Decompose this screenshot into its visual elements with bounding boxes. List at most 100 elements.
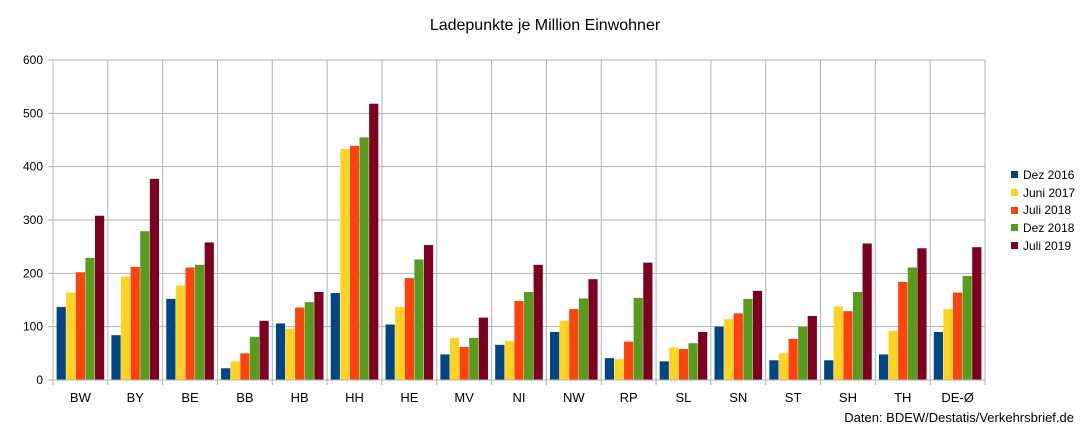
bar (724, 319, 734, 380)
x-tick-label: NI (513, 390, 526, 405)
y-tick-label: 500 (23, 106, 43, 120)
x-tick-label: BW (70, 390, 92, 405)
bar (295, 307, 305, 380)
bar (769, 360, 779, 380)
bar (140, 231, 150, 380)
x-tick-label: MV (454, 390, 474, 405)
bar (121, 276, 131, 380)
bar (395, 306, 405, 380)
bar (569, 309, 579, 380)
x-tick-label: TH (894, 390, 911, 405)
axes (48, 59, 985, 381)
bar (669, 347, 679, 380)
bar (185, 267, 195, 380)
chart-title: Ladepunkte je Million Einwohner (429, 17, 661, 34)
bar (95, 215, 105, 380)
x-tick-label: SN (729, 390, 747, 405)
bar (349, 145, 360, 380)
bar (524, 292, 534, 380)
bar (933, 332, 943, 380)
y-tick-label: 200 (23, 266, 43, 280)
bar (533, 264, 543, 380)
x-tick-label: DE-Ø (941, 390, 974, 405)
legend-swatch (1011, 224, 1018, 232)
bar (314, 292, 324, 380)
bar (259, 320, 269, 380)
legend-label: Dez 2016 (1023, 167, 1075, 182)
bar (275, 323, 286, 380)
y-tick-label: 600 (23, 53, 43, 67)
bar (798, 326, 808, 380)
bar (698, 332, 708, 380)
bar (514, 301, 524, 380)
tick-labels: 0 100 200 300 400 500 600 BW BY BE BB HB HH HE MV NI NW R… (23, 53, 974, 405)
bar (550, 332, 560, 380)
bar (878, 354, 889, 380)
bar (824, 360, 834, 380)
x-tick-label: HH (345, 390, 364, 405)
bar (743, 298, 753, 380)
legend-label: Juni 2017 (1023, 185, 1076, 200)
bar (943, 309, 953, 380)
x-tick-label: SH (839, 390, 857, 405)
bar (559, 320, 569, 380)
bar (249, 336, 260, 380)
grid-lines (52, 59, 986, 385)
y-tick-label: 0 (36, 373, 43, 387)
bar (624, 341, 634, 380)
x-tick-label: BY (127, 390, 145, 405)
bar (204, 242, 214, 380)
bar (285, 328, 295, 380)
legend-swatch (1011, 171, 1018, 179)
bar (962, 276, 972, 380)
bar (111, 335, 121, 380)
bar (340, 149, 350, 380)
bar (166, 298, 176, 380)
legend-swatch (1011, 189, 1018, 197)
legend-item: Juli 2019 (1011, 237, 1075, 255)
bar (404, 278, 414, 380)
bar (414, 259, 424, 380)
legend-item: Dez 2018 (1011, 219, 1075, 237)
y-tick-label: 400 (23, 160, 43, 174)
bar (588, 279, 598, 380)
x-tick-label: HB (291, 390, 309, 405)
bar (440, 354, 450, 380)
bar (778, 353, 789, 380)
bar (862, 243, 872, 380)
bar (175, 285, 186, 380)
bar (898, 281, 908, 380)
bar (56, 306, 66, 380)
bar (714, 326, 724, 380)
legend-swatch (1011, 242, 1018, 250)
bar (917, 248, 927, 380)
x-tick-label: SL (676, 390, 692, 405)
bar (678, 349, 689, 380)
bar (478, 317, 488, 380)
bar (952, 292, 963, 380)
y-tick-label: 100 (23, 320, 43, 334)
bar (633, 297, 643, 380)
bar (907, 267, 917, 380)
bar (469, 337, 479, 380)
x-tick-label: BE (181, 390, 199, 405)
bar (495, 344, 505, 380)
bar (614, 359, 624, 380)
bars (56, 103, 982, 380)
bar (807, 316, 817, 380)
legend: Dez 2016 Juni 2017 Juli 2018 Dez 2018 Juli 2… (1011, 166, 1075, 254)
source-note: Daten: BDEW/Destatis/Verkehrsbrief.de (844, 410, 1074, 425)
bar (304, 302, 314, 380)
bar (423, 245, 434, 380)
bar (449, 337, 460, 380)
bar (330, 293, 340, 380)
bar (130, 266, 140, 380)
x-tick-label: BB (236, 390, 253, 405)
bar (578, 298, 589, 380)
bar (66, 292, 76, 380)
bar (843, 311, 853, 380)
legend-swatch (1011, 206, 1018, 214)
bar (888, 330, 898, 380)
bar (459, 346, 469, 380)
